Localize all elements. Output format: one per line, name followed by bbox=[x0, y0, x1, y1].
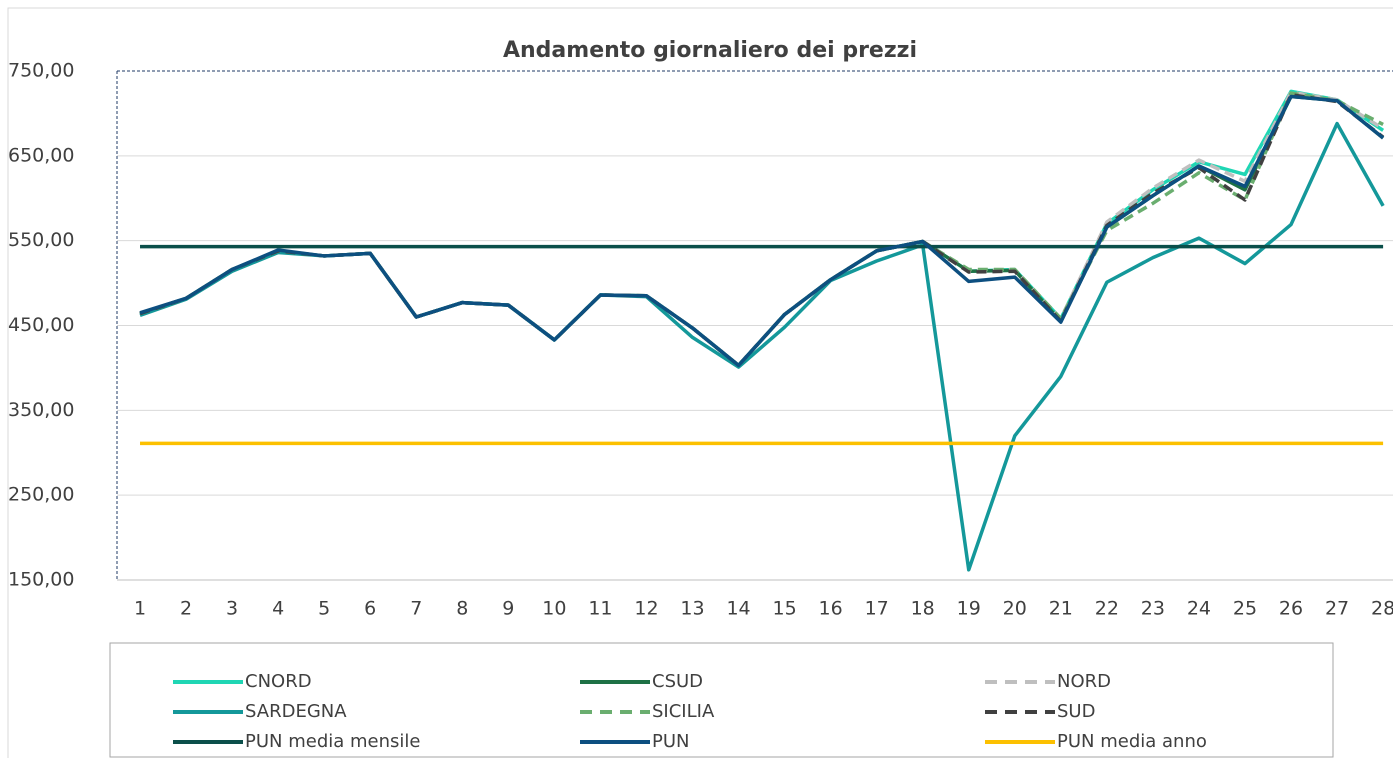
x-tick-label: 9 bbox=[502, 598, 514, 620]
x-tick-label: 26 bbox=[1279, 598, 1303, 620]
x-tick-label: 11 bbox=[588, 598, 612, 620]
chart-frame bbox=[7, 7, 1393, 758]
legend-label: SICILIA bbox=[652, 701, 715, 722]
x-tick-label: 2 bbox=[180, 598, 192, 620]
grid bbox=[117, 70, 1393, 581]
legend-label: SARDEGNA bbox=[245, 701, 347, 722]
x-tick-label: 18 bbox=[911, 598, 935, 620]
x-tick-label: 17 bbox=[865, 598, 889, 620]
y-tick-label: 550,00 bbox=[8, 229, 74, 251]
x-tick-label: 16 bbox=[819, 598, 843, 620]
x-tick-label: 6 bbox=[364, 598, 376, 620]
legend-label: SUD bbox=[1057, 701, 1095, 722]
legend-box bbox=[109, 642, 1334, 758]
y-tick-label: 450,00 bbox=[8, 314, 74, 336]
x-tick-label: 7 bbox=[410, 598, 422, 620]
legend-label: NORD bbox=[1057, 671, 1111, 692]
x-tick-label: 14 bbox=[726, 598, 750, 620]
x-tick-label: 15 bbox=[772, 598, 796, 620]
x-tick-label: 27 bbox=[1325, 598, 1349, 620]
x-tick-label: 28 bbox=[1371, 598, 1393, 620]
legend-label: PUN media mensile bbox=[245, 731, 420, 752]
plot-lines bbox=[139, 89, 1385, 572]
x-tick-label: 22 bbox=[1095, 598, 1119, 620]
x-tick-label: 25 bbox=[1233, 598, 1257, 620]
x-tick-label: 24 bbox=[1187, 598, 1211, 620]
x-tick-label: 10 bbox=[542, 598, 566, 620]
x-tick-label: 23 bbox=[1141, 598, 1165, 620]
legend-label: CNORD bbox=[245, 671, 312, 692]
x-tick-label: 3 bbox=[226, 598, 238, 620]
x-tick-label: 4 bbox=[272, 598, 284, 620]
y-tick-label: 350,00 bbox=[8, 399, 74, 421]
legend: CNORD CSUD NORD SARDEGNA SICILIA SUD PUN media… bbox=[173, 671, 1207, 752]
legend-label: PUN media anno bbox=[1057, 731, 1207, 752]
x-tick-label: 19 bbox=[957, 598, 981, 620]
series-line bbox=[139, 94, 1385, 368]
y-tick-label: 250,00 bbox=[8, 484, 74, 506]
legend-label: CSUD bbox=[652, 671, 703, 692]
x-tick-label: 20 bbox=[1003, 598, 1027, 620]
x-tick-label: 8 bbox=[456, 598, 468, 620]
axis-labels: 150,00 250,00 350,00 450,00 550,00 650,00 750,… bbox=[8, 60, 1393, 620]
x-tick-label: 1 bbox=[134, 598, 146, 620]
y-tick-label: 750,00 bbox=[8, 60, 74, 82]
chart-title: Andamento giornaliero dei prezzi bbox=[503, 38, 917, 63]
legend-label: PUN bbox=[652, 731, 690, 752]
x-tick-label: 13 bbox=[680, 598, 704, 620]
series-line bbox=[139, 90, 1385, 368]
y-tick-label: 650,00 bbox=[8, 144, 74, 166]
y-tick-label: 150,00 bbox=[8, 569, 74, 591]
x-tick-label: 12 bbox=[634, 598, 658, 620]
x-tick-label: 21 bbox=[1049, 598, 1073, 620]
x-tick-label: 5 bbox=[318, 598, 330, 620]
